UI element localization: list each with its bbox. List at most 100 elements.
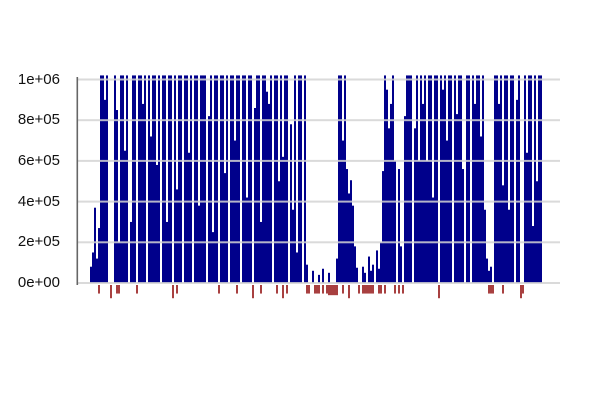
bar <box>210 75 212 284</box>
negative-tick <box>136 285 138 294</box>
bar <box>342 140 344 283</box>
bar <box>460 75 462 284</box>
bar <box>154 75 156 284</box>
gridline <box>78 241 560 244</box>
bar <box>268 103 270 283</box>
bar <box>352 205 354 283</box>
bar <box>214 75 216 284</box>
bar <box>328 272 330 283</box>
negative-tick <box>176 285 178 294</box>
bar <box>132 75 134 284</box>
negative-tick <box>368 285 370 294</box>
y-axis-tick-label: 0e+00 <box>17 274 60 291</box>
bar <box>518 75 520 284</box>
bar <box>456 114 458 283</box>
bar <box>264 75 266 284</box>
bar <box>120 75 122 284</box>
gridline <box>78 78 560 81</box>
bar <box>368 256 370 283</box>
bar <box>276 75 278 284</box>
bar <box>270 75 272 284</box>
bar <box>500 75 502 284</box>
bar <box>354 246 356 283</box>
bar <box>198 205 200 283</box>
bar <box>236 75 238 284</box>
bar <box>516 99 518 283</box>
bar <box>450 75 452 284</box>
bar <box>454 75 456 284</box>
bar <box>150 136 152 283</box>
bar <box>536 181 538 283</box>
bar <box>526 152 528 283</box>
negative-tick <box>402 285 404 294</box>
bar <box>538 75 540 284</box>
bar <box>180 75 182 284</box>
bar <box>164 75 166 284</box>
bar <box>362 266 364 283</box>
bar <box>274 75 276 284</box>
bar <box>486 258 488 283</box>
bar <box>96 258 98 283</box>
bar <box>176 189 178 283</box>
bar <box>370 270 372 283</box>
bar <box>298 75 300 284</box>
bar <box>92 252 94 283</box>
bar <box>312 270 314 283</box>
bar <box>502 185 504 283</box>
negative-tick <box>364 285 366 294</box>
bar <box>416 75 418 284</box>
bar <box>406 75 408 284</box>
bar <box>384 75 386 284</box>
bar <box>204 75 206 284</box>
bar <box>230 75 232 284</box>
bar <box>414 128 416 283</box>
bar <box>488 270 490 283</box>
y-axis-tick-label: 6e+05 <box>17 152 60 169</box>
negative-tick <box>306 285 308 294</box>
bar <box>222 75 224 284</box>
bar <box>392 75 394 284</box>
negative-tick <box>286 285 288 294</box>
bar <box>142 103 144 283</box>
bar <box>98 228 100 283</box>
bar <box>442 89 444 283</box>
bar <box>292 209 294 283</box>
bar <box>232 75 234 284</box>
bar <box>532 226 534 283</box>
bar <box>478 75 480 284</box>
bar <box>446 140 448 283</box>
bar <box>380 242 382 283</box>
negative-tick <box>362 285 364 294</box>
bar <box>284 75 286 284</box>
bar <box>410 75 412 284</box>
bar <box>162 75 164 284</box>
bar <box>422 103 424 283</box>
bar <box>294 75 296 284</box>
bar <box>426 160 428 283</box>
negative-tick <box>378 285 380 294</box>
bar <box>356 267 358 283</box>
bar <box>190 75 192 284</box>
bar <box>126 75 128 284</box>
bar <box>306 264 308 283</box>
bar <box>476 75 478 284</box>
bar <box>196 75 198 284</box>
bar <box>280 75 282 284</box>
bar <box>246 197 248 283</box>
bar <box>458 75 460 284</box>
bar <box>296 252 298 283</box>
bar <box>394 160 396 283</box>
bar <box>388 128 390 283</box>
bar <box>338 75 340 284</box>
bar <box>390 103 392 283</box>
bar <box>444 75 446 284</box>
negative-tick <box>520 285 522 299</box>
bar <box>156 164 158 283</box>
negative-tick <box>370 285 372 294</box>
bar <box>202 75 204 284</box>
negative-tick <box>314 285 316 294</box>
bar <box>434 75 436 284</box>
y-axis-tick-label: 4e+05 <box>17 193 60 210</box>
bar <box>266 91 268 284</box>
negative-tick <box>116 285 118 294</box>
